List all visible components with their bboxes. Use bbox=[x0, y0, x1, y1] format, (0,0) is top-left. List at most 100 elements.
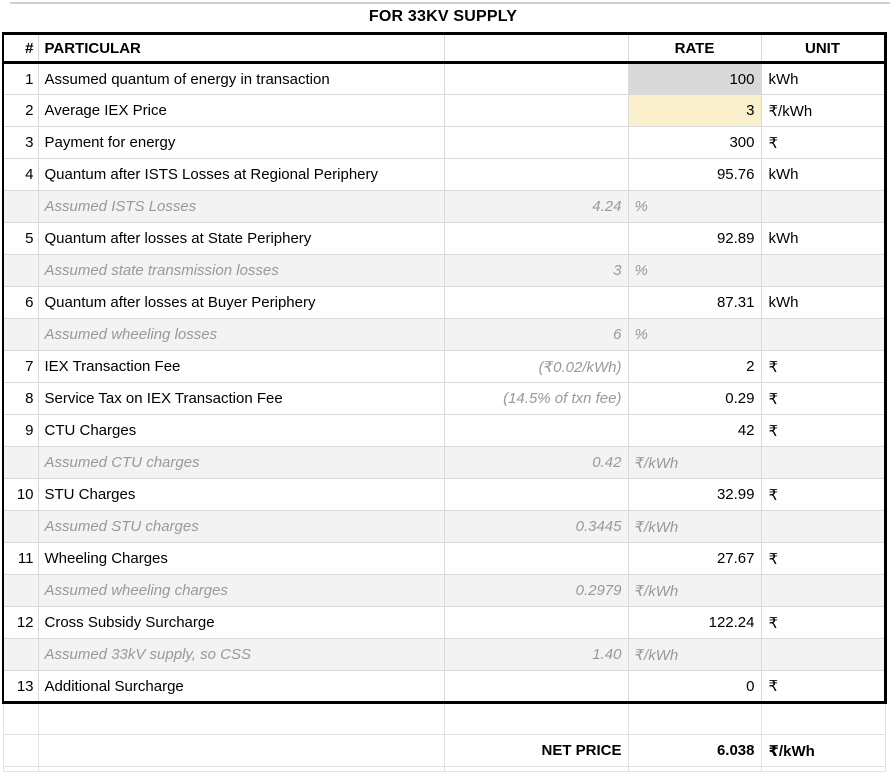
cell-rate[interactable]: 92.89 bbox=[627, 222, 762, 255]
cell-note[interactable]: 4.24 bbox=[443, 190, 629, 223]
cell-particular[interactable]: Quantum after ISTS Losses at Regional Pe… bbox=[37, 158, 445, 191]
empty-cell[interactable] bbox=[443, 766, 629, 772]
empty-cell[interactable] bbox=[37, 766, 445, 772]
cell-particular[interactable]: Quantum after losses at State Periphery bbox=[37, 222, 445, 255]
cell-note[interactable]: 1.40 bbox=[443, 638, 629, 671]
header-cell-unit[interactable]: UNIT bbox=[760, 32, 887, 64]
cell-row-number[interactable]: 5 bbox=[2, 222, 39, 255]
cell-unit[interactable]: kWh bbox=[760, 158, 887, 191]
cell-note[interactable]: 0.3445 bbox=[443, 510, 629, 543]
cell-rate[interactable]: ₹/kWh bbox=[627, 510, 762, 543]
cell-unit[interactable]: ₹ bbox=[760, 382, 887, 415]
cell-particular[interactable]: IEX Transaction Fee bbox=[37, 350, 445, 383]
cell-row-number[interactable]: 1 bbox=[2, 62, 39, 95]
cell-note[interactable] bbox=[443, 286, 629, 319]
cell-particular[interactable]: Assumed CTU charges bbox=[37, 446, 445, 479]
cell-particular[interactable]: Assumed ISTS Losses bbox=[37, 190, 445, 223]
cell-unit[interactable] bbox=[760, 254, 887, 287]
header-cell-note[interactable] bbox=[443, 32, 629, 64]
cell-row-number[interactable]: 10 bbox=[2, 478, 39, 511]
cell-particular[interactable]: Wheeling Charges bbox=[37, 542, 445, 575]
cell-rate[interactable]: ₹/kWh bbox=[627, 446, 762, 479]
cell-rate[interactable]: 122.24 bbox=[627, 606, 762, 639]
cell-row-number[interactable]: 7 bbox=[2, 350, 39, 383]
cell-note[interactable] bbox=[443, 414, 629, 447]
cell-rate[interactable]: 32.99 bbox=[627, 478, 762, 511]
cell-row-number[interactable]: 4 bbox=[2, 158, 39, 191]
cell-note[interactable] bbox=[443, 126, 629, 159]
cell-rate[interactable]: 100 bbox=[627, 62, 762, 95]
cell-particular[interactable]: Assumed wheeling charges bbox=[37, 574, 445, 607]
cell-note[interactable] bbox=[443, 542, 629, 575]
cell-rate[interactable]: 0 bbox=[627, 670, 762, 704]
cell-note[interactable]: (₹0.02/kWh) bbox=[443, 350, 629, 383]
cell-rate[interactable]: 2 bbox=[627, 350, 762, 383]
cell-unit[interactable] bbox=[760, 318, 887, 351]
cell-row-number[interactable]: 12 bbox=[2, 606, 39, 639]
cell-row-number[interactable] bbox=[2, 574, 39, 607]
cell-rate[interactable]: % bbox=[627, 190, 762, 223]
cell-particular[interactable]: Payment for energy bbox=[37, 126, 445, 159]
net-price-value-cell[interactable]: 6.038 bbox=[627, 734, 762, 767]
cell-particular[interactable]: STU Charges bbox=[37, 478, 445, 511]
cell-row-number[interactable]: 9 bbox=[2, 414, 39, 447]
cell-note[interactable] bbox=[443, 478, 629, 511]
cell-rate[interactable]: % bbox=[627, 318, 762, 351]
cell-particular[interactable]: Assumed quantum of energy in transaction bbox=[37, 62, 445, 95]
cell-unit[interactable] bbox=[760, 510, 887, 543]
empty-cell[interactable] bbox=[760, 702, 886, 735]
cell-row-number[interactable] bbox=[2, 318, 39, 351]
cell-unit[interactable]: kWh bbox=[760, 62, 887, 95]
cell-unit[interactable] bbox=[760, 190, 887, 223]
net-price-unit-cell[interactable]: ₹/kWh bbox=[760, 734, 886, 767]
cell-particular[interactable]: Additional Surcharge bbox=[37, 670, 445, 704]
cell-rate[interactable]: 87.31 bbox=[627, 286, 762, 319]
cell-unit[interactable]: ₹ bbox=[760, 350, 887, 383]
cell-note[interactable]: 0.2979 bbox=[443, 574, 629, 607]
cell-row-number[interactable] bbox=[2, 254, 39, 287]
cell-rate[interactable]: ₹/kWh bbox=[627, 574, 762, 607]
empty-cell[interactable] bbox=[760, 766, 886, 772]
cell-note[interactable]: 3 bbox=[443, 254, 629, 287]
cell-unit[interactable]: ₹ bbox=[760, 606, 887, 639]
cell-rate[interactable]: ₹/kWh bbox=[627, 638, 762, 671]
cell-rate[interactable]: % bbox=[627, 254, 762, 287]
cell-row-number[interactable] bbox=[2, 510, 39, 543]
cell-row-number[interactable] bbox=[2, 190, 39, 223]
empty-cell[interactable] bbox=[2, 702, 39, 735]
cell-unit[interactable] bbox=[760, 446, 887, 479]
cell-particular[interactable]: Assumed wheeling losses bbox=[37, 318, 445, 351]
cell-particular[interactable]: Service Tax on IEX Transaction Fee bbox=[37, 382, 445, 415]
empty-cell[interactable] bbox=[443, 702, 629, 735]
cell-particular[interactable]: Quantum after losses at Buyer Periphery bbox=[37, 286, 445, 319]
cell-particular[interactable]: CTU Charges bbox=[37, 414, 445, 447]
cell-note[interactable] bbox=[443, 222, 629, 255]
header-cell-rate[interactable]: RATE bbox=[627, 32, 762, 64]
cell-unit[interactable]: ₹ bbox=[760, 670, 887, 704]
cell-rate[interactable]: 300 bbox=[627, 126, 762, 159]
cell-unit[interactable] bbox=[760, 574, 887, 607]
cell-unit[interactable]: ₹ bbox=[760, 126, 887, 159]
cell-particular[interactable]: Average IEX Price bbox=[37, 94, 445, 127]
cell-note[interactable] bbox=[443, 62, 629, 95]
cell-note[interactable] bbox=[443, 94, 629, 127]
cell-rate[interactable]: 42 bbox=[627, 414, 762, 447]
empty-cell[interactable] bbox=[37, 734, 445, 767]
cell-note[interactable]: 0.42 bbox=[443, 446, 629, 479]
cell-row-number[interactable]: 2 bbox=[2, 94, 39, 127]
cell-unit[interactable]: kWh bbox=[760, 222, 887, 255]
cell-unit[interactable] bbox=[760, 638, 887, 671]
cell-row-number[interactable] bbox=[2, 638, 39, 671]
cell-unit[interactable]: ₹/kWh bbox=[760, 94, 887, 127]
empty-cell[interactable] bbox=[2, 734, 39, 767]
cell-unit[interactable]: ₹ bbox=[760, 414, 887, 447]
empty-cell[interactable] bbox=[627, 702, 762, 735]
cell-rate[interactable]: 95.76 bbox=[627, 158, 762, 191]
cell-unit[interactable]: kWh bbox=[760, 286, 887, 319]
cell-particular[interactable]: Assumed STU charges bbox=[37, 510, 445, 543]
header-cell-particular[interactable]: PARTICULAR bbox=[37, 32, 445, 64]
cell-note[interactable] bbox=[443, 606, 629, 639]
cell-particular[interactable]: Assumed state transmission losses bbox=[37, 254, 445, 287]
cell-row-number[interactable]: 11 bbox=[2, 542, 39, 575]
cell-note[interactable]: 6 bbox=[443, 318, 629, 351]
